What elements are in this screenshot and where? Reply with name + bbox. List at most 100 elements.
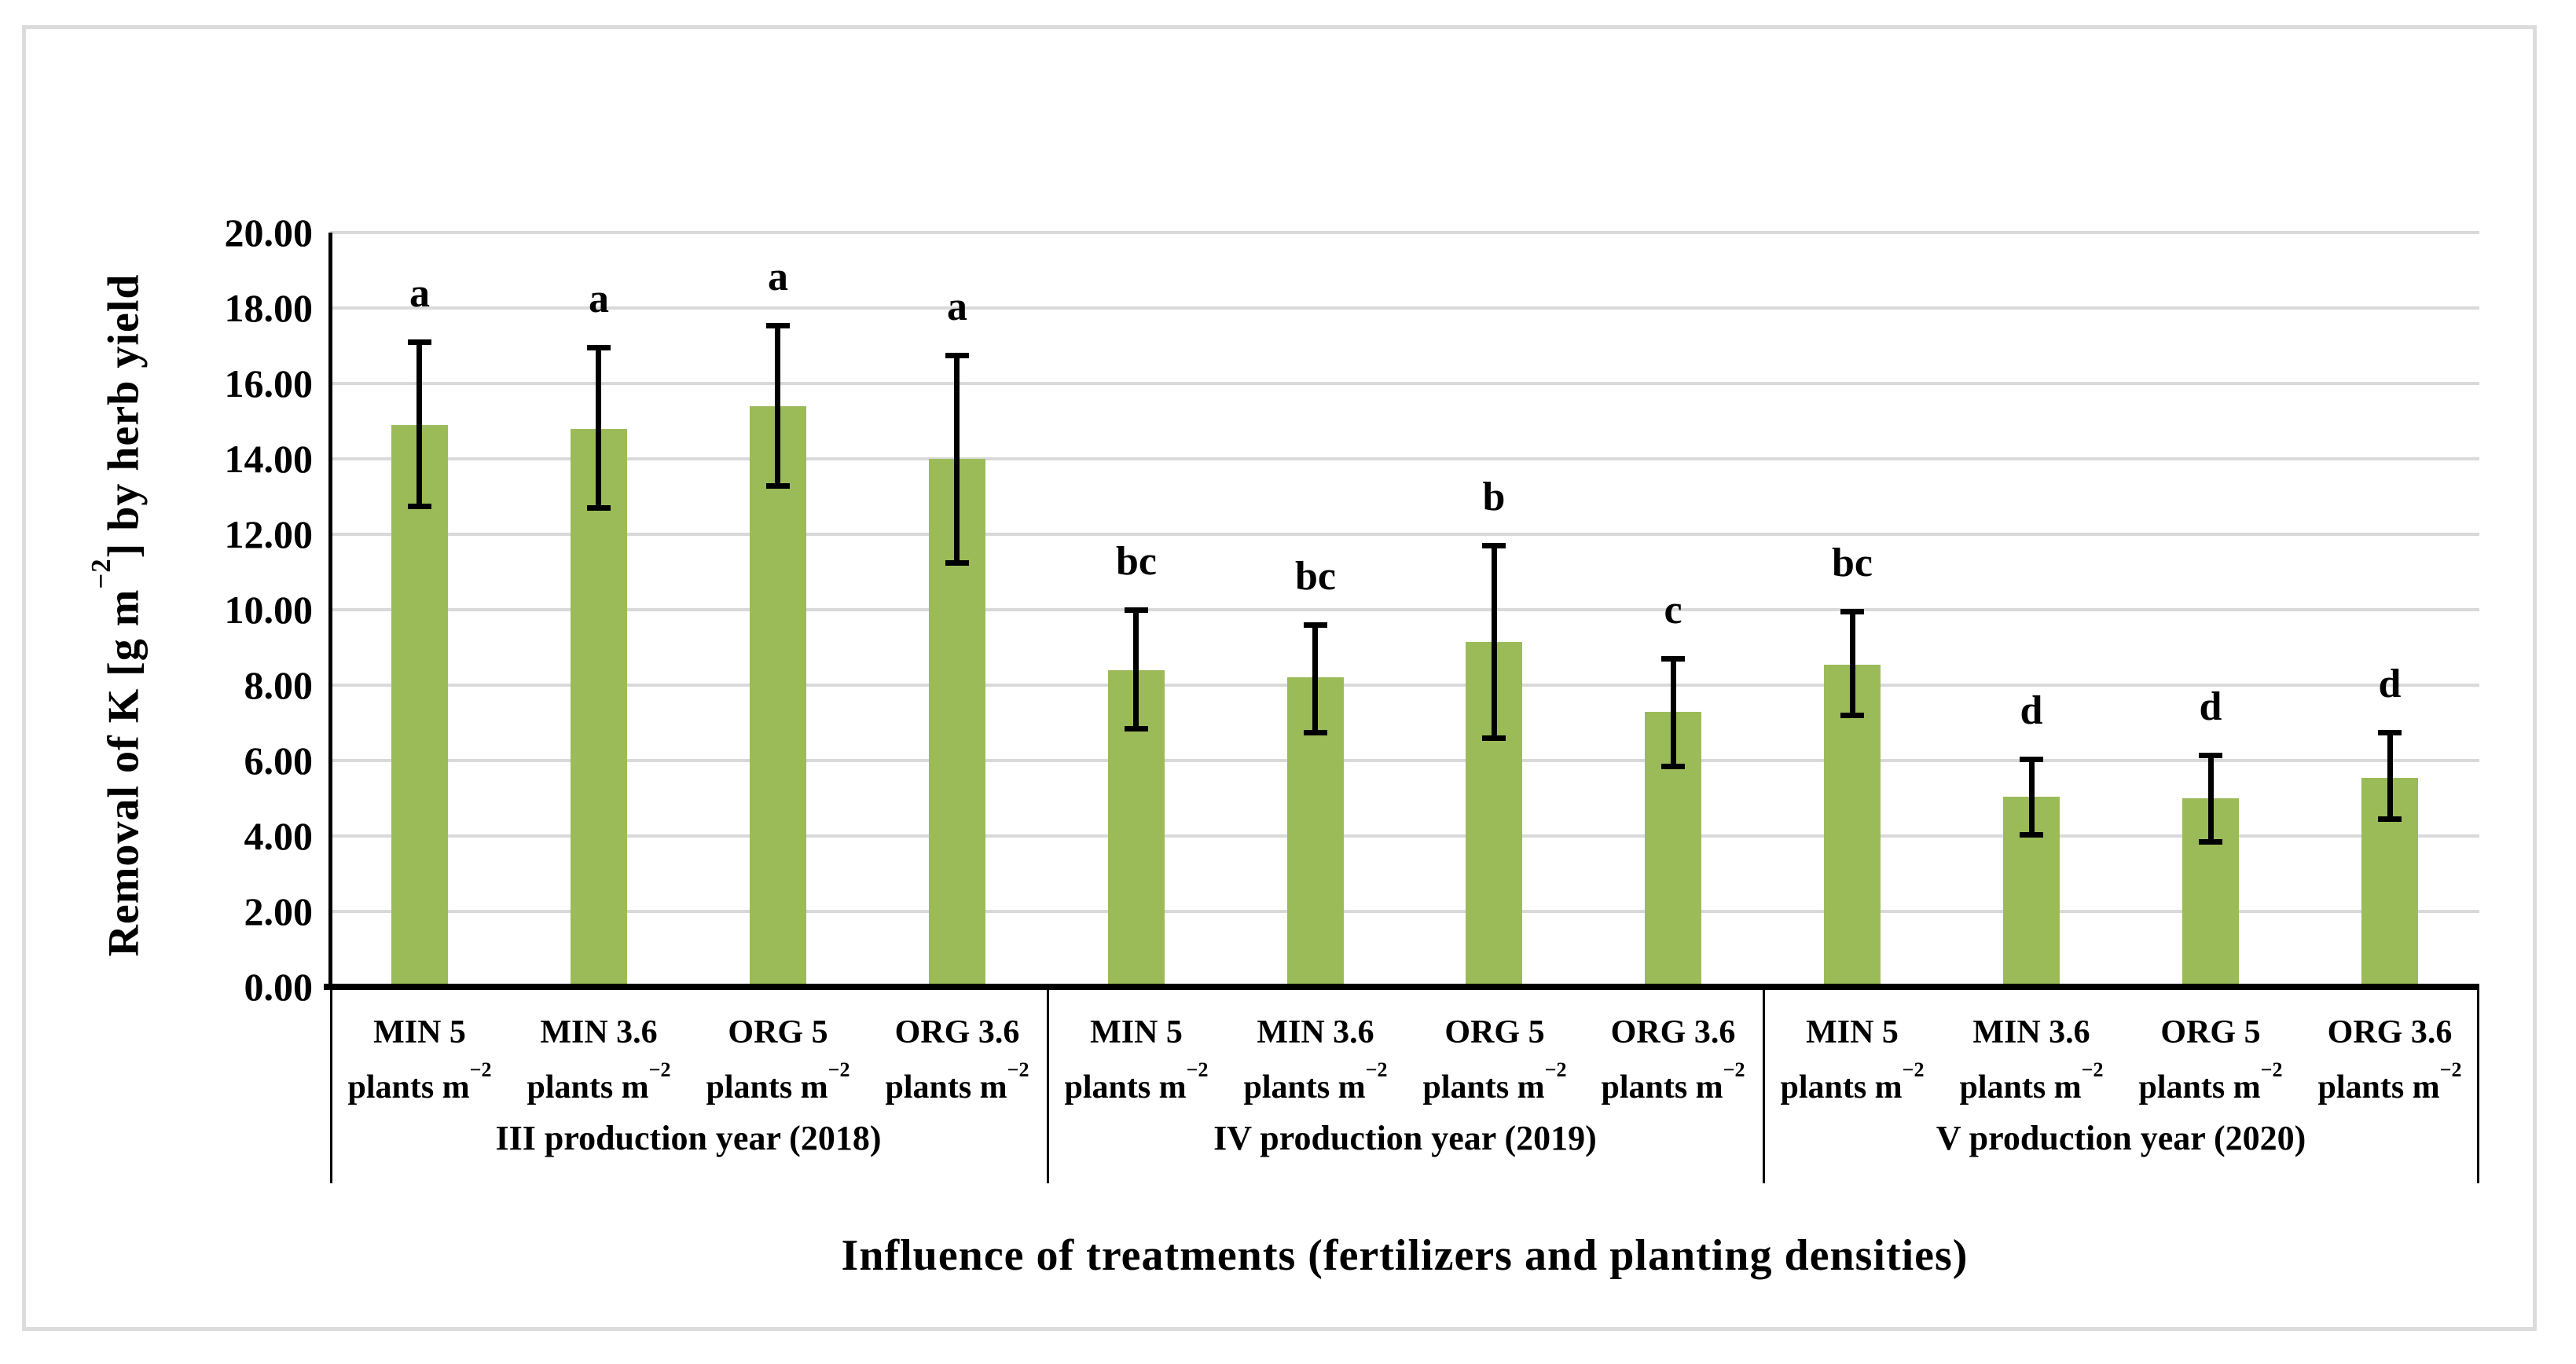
category-name: ORG 5: [2160, 1014, 2261, 1050]
error-bar-cap-bottom: [1125, 726, 1148, 732]
category-axis-separator: [1763, 987, 1765, 1183]
y-tick-label: 8.00: [244, 663, 314, 707]
significance-letter: bc: [1295, 554, 1336, 599]
error-bar-cap-bottom: [1840, 713, 1864, 718]
x-axis-line: [324, 984, 2479, 990]
category-label: MIN 3.6 plants m−2: [1226, 1009, 1405, 1111]
y-tick-label: 0.00: [244, 965, 314, 1009]
significance-letter: d: [2199, 684, 2222, 729]
error-bar-cap-top: [1482, 543, 1506, 548]
category-unit: plants m−2: [1243, 1058, 1388, 1106]
category-unit: plants m−2: [2317, 1058, 2462, 1106]
y-tick-label: 6.00: [244, 739, 314, 783]
error-bar-cap-top: [1304, 622, 1327, 628]
bar: [571, 429, 627, 984]
error-bar-cap-top: [408, 339, 431, 345]
y-tick-label: 16.00: [224, 361, 314, 405]
category-unit: plants m−2: [885, 1058, 1029, 1106]
error-bar-stem: [2387, 732, 2393, 819]
y-gridline: [330, 910, 2479, 913]
error-bar-cap-bottom: [766, 483, 790, 489]
category-label: ORG 5 plants m−2: [2121, 1009, 2300, 1111]
category-name: MIN 3.6: [1972, 1014, 2090, 1050]
category-unit: plants m−2: [1422, 1058, 1567, 1106]
error-bar-stem: [416, 342, 422, 506]
category-name: MIN 5: [373, 1014, 466, 1050]
significance-letter: a: [589, 277, 609, 321]
significance-letter: bc: [1832, 541, 1873, 585]
error-bar-cap-bottom: [587, 505, 611, 511]
figure-border: [22, 25, 2537, 1331]
category-name: MIN 5: [1806, 1014, 1899, 1050]
error-bar-cap-top: [1125, 607, 1148, 613]
error-bar-stem: [1492, 545, 1497, 738]
significance-letter: d: [2378, 662, 2402, 706]
group-year-label: III production year (2018): [495, 1119, 882, 1157]
category-label: MIN 3.6 plants m−2: [509, 1009, 688, 1111]
y-gridline: [330, 457, 2479, 460]
error-bar-cap-top: [1661, 656, 1685, 662]
error-bar-stem: [1850, 611, 1855, 715]
y-tick-label: 4.00: [244, 814, 314, 858]
group-year-label: IV production year (2019): [1213, 1119, 1597, 1157]
category-label: ORG 3.6 plants m−2: [1583, 1009, 1763, 1111]
category-name: MIN 5: [1090, 1014, 1183, 1050]
category-name: ORG 5: [728, 1014, 828, 1050]
x-axis-title: Influence of treatments (fertilizers and…: [841, 1231, 1969, 1280]
significance-letter: b: [1482, 475, 1506, 519]
category-axis-separator: [2477, 987, 2479, 1183]
category-unit: plants m−2: [706, 1058, 850, 1106]
significance-letter: bc: [1116, 539, 1157, 584]
category-unit: plants m−2: [527, 1058, 671, 1106]
category-name: ORG 5: [1444, 1014, 1545, 1050]
bar: [750, 406, 806, 984]
y-axis-title-superscript: −2: [86, 558, 117, 589]
error-bar-stem: [1671, 658, 1676, 766]
error-bar-cap-bottom: [1304, 730, 1327, 735]
category-label: MIN 5 plants m−2: [1763, 1009, 1942, 1111]
bar: [391, 425, 448, 984]
category-label: MIN 3.6 plants m−2: [1942, 1009, 2121, 1111]
error-bar-cap-bottom: [2020, 832, 2043, 838]
category-unit: plants m−2: [2138, 1058, 2283, 1106]
error-bar-cap-bottom: [2199, 839, 2222, 845]
category-name: ORG 3.6: [1610, 1014, 1736, 1050]
significance-letter: a: [768, 255, 788, 299]
error-bar-cap-top: [1840, 609, 1864, 614]
y-tick-label: 18.00: [224, 286, 314, 330]
y-tick-label: 10.00: [224, 588, 314, 632]
category-unit: plants m−2: [1601, 1058, 1745, 1106]
significance-letter: a: [947, 284, 967, 329]
y-gridline: [330, 306, 2479, 310]
significance-letter: c: [1664, 588, 1682, 632]
error-bar-cap-top: [945, 353, 969, 358]
category-label: ORG 5 plants m−2: [1405, 1009, 1584, 1111]
y-tick-label: 14.00: [224, 437, 314, 481]
error-bar-cap-top: [2020, 757, 2043, 762]
error-bar-cap-bottom: [1661, 764, 1685, 769]
category-name: MIN 3.6: [540, 1014, 658, 1050]
error-bar-cap-bottom: [2378, 816, 2402, 822]
category-label: ORG 3.6 plants m−2: [868, 1009, 1047, 1111]
category-unit: plants m−2: [1064, 1058, 1209, 1106]
y-gridline: [330, 608, 2479, 611]
error-bar-cap-top: [587, 345, 611, 350]
y-tick-label: 20.00: [224, 211, 314, 255]
category-label: ORG 5 plants m−2: [688, 1009, 868, 1111]
category-unit: plants m−2: [347, 1058, 492, 1106]
group-year-label: V production year (2020): [1936, 1119, 2306, 1157]
significance-letter: a: [409, 271, 430, 316]
y-gridline: [330, 382, 2479, 385]
category-label: MIN 5 plants m−2: [330, 1009, 509, 1111]
error-bar-cap-bottom: [945, 560, 969, 566]
category-name: ORG 3.6: [2327, 1014, 2453, 1050]
error-bar-cap-bottom: [1482, 735, 1506, 741]
category-label: ORG 3.6 plants m−2: [2300, 1009, 2479, 1111]
error-bar-stem: [954, 355, 960, 563]
y-gridline: [330, 759, 2479, 762]
error-bar-stem: [1133, 610, 1139, 728]
y-tick-label: 12.00: [224, 512, 314, 556]
y-gridline: [330, 684, 2479, 687]
error-bar-stem: [775, 325, 780, 486]
